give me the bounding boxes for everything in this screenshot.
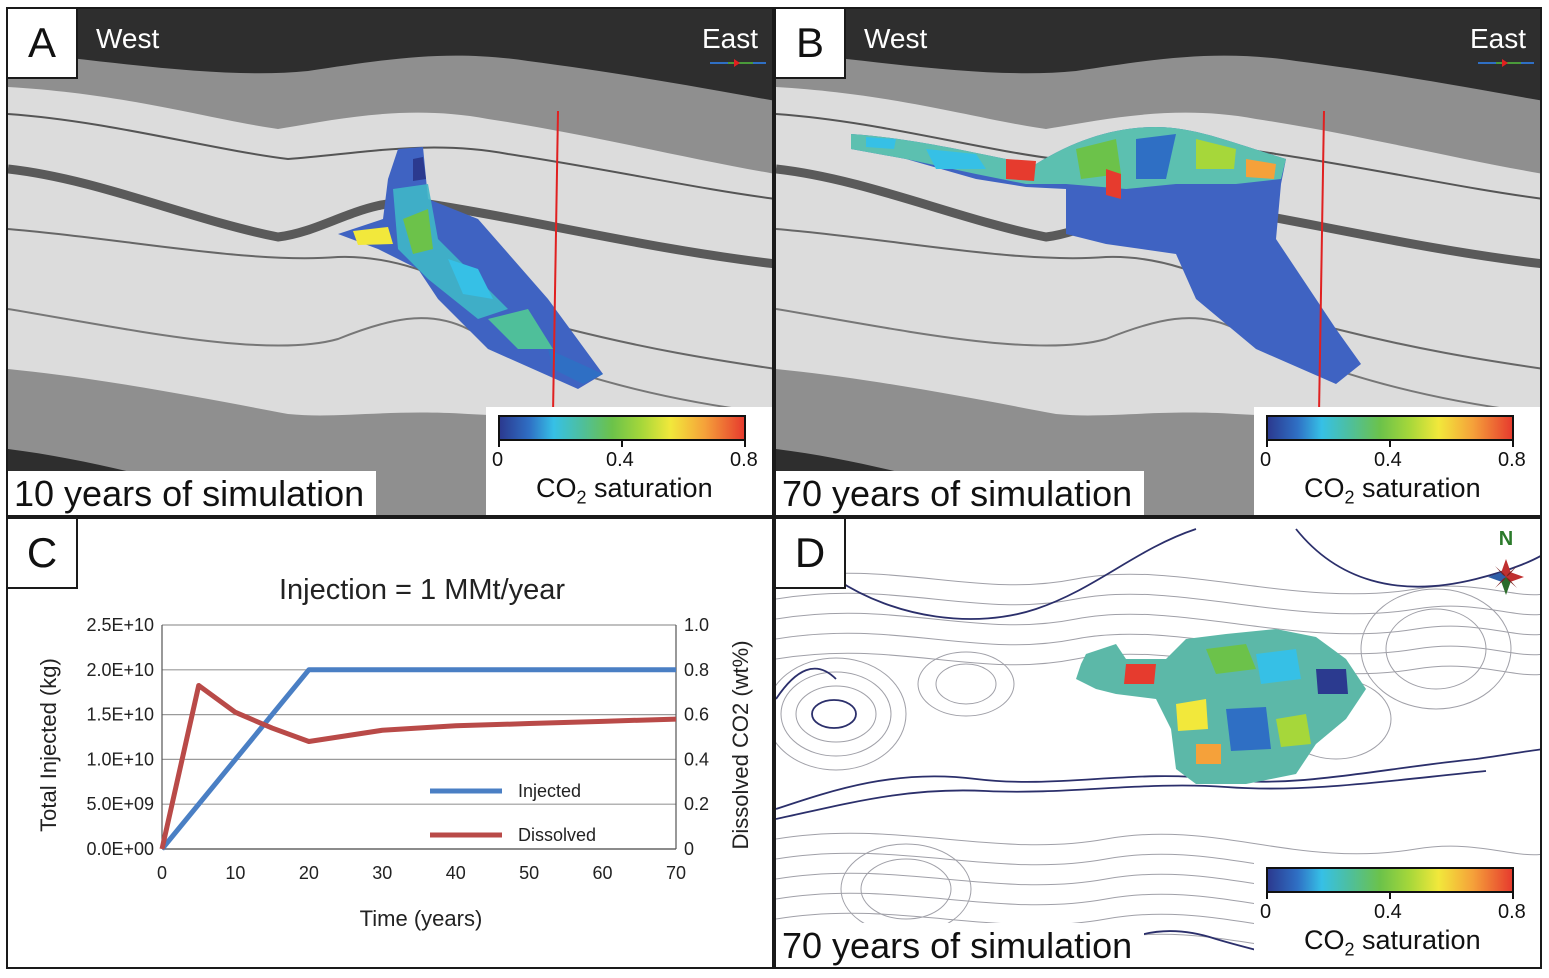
- colorbar-tick-label: 0.8: [730, 449, 758, 471]
- panel-a: A West East 10 years of simulation 0 0.4…: [6, 7, 774, 517]
- co2-plume-map: [1076, 629, 1366, 784]
- west-label: West: [864, 23, 928, 54]
- x-tick-label: 70: [666, 863, 686, 883]
- x-tick-label: 0: [157, 863, 167, 883]
- colorbar-tick: [1389, 893, 1391, 899]
- chart-title: Injection = 1 MMt/year: [279, 574, 565, 606]
- y2-tick-label: 0.8: [684, 660, 709, 680]
- colorbar-title: CO2 saturation: [536, 473, 713, 508]
- y2-axis-title: Dissolved CO2 (wt%): [728, 640, 753, 849]
- colorbar-tick: [744, 441, 746, 447]
- panel-d-label: D: [776, 519, 846, 589]
- line-chart: Injection = 1 MMt/year 0.0E+00 5.0E+09 1.0…: [36, 574, 753, 931]
- panel-b: B West East 70 years of simulation 0 0.4…: [774, 7, 1542, 517]
- colorbar-tick-label: 0.4: [1374, 449, 1402, 471]
- colorbar-tick-label: 0: [492, 449, 504, 471]
- injection-well-a: [552, 110, 559, 415]
- x-axis-title: Time (years): [360, 906, 483, 931]
- y2-tick-label: 0.4: [684, 749, 709, 769]
- panel-a-cross-section: [8, 9, 772, 515]
- chart-grid: [162, 624, 676, 850]
- colorbar-tick-label: 0.4: [606, 449, 634, 471]
- x-tick-label: 30: [372, 863, 392, 883]
- series-line-injected: [160, 667, 676, 851]
- orientation-arrows-icon: [1478, 59, 1534, 67]
- y-tick-label: 2.0E+10: [86, 660, 154, 680]
- injection-well-b: [1318, 110, 1325, 415]
- y2-tick-label: 0.2: [684, 794, 709, 814]
- colorbar-title: CO2 saturation: [1304, 473, 1481, 508]
- legend-label: Injected: [518, 781, 581, 801]
- co2-plume-a: [338, 147, 603, 389]
- colorbar-tick-label: 0: [1260, 901, 1272, 923]
- east-label: East: [1470, 23, 1527, 54]
- x-tick-label: 50: [519, 863, 539, 883]
- x-tick-label: 40: [446, 863, 466, 883]
- y-tick-label: 5.0E+09: [86, 794, 154, 814]
- orientation-arrows-icon: [710, 59, 766, 67]
- panel-a-caption: 10 years of simulation: [8, 471, 377, 515]
- legend-label: Dissolved: [518, 825, 596, 845]
- y2-tick-label: 1.0: [684, 615, 709, 635]
- x-tick-label: 10: [225, 863, 245, 883]
- north-label: N: [1499, 528, 1513, 550]
- panel-b-caption: 70 years of simulation: [776, 471, 1145, 515]
- colorbar-a: 0 0.4 0.8 CO2 saturation: [486, 407, 772, 515]
- series-line-dissolved: [159, 682, 677, 850]
- panel-c: Injection = 1 MMt/year 0.0E+00 5.0E+09 1.0…: [6, 517, 774, 969]
- colorbar-gradient: [1266, 867, 1514, 893]
- colorbar-tick-label: 0.8: [1498, 901, 1526, 923]
- y-axis-title: Total Injected (kg): [36, 658, 61, 832]
- colorbar-b: 0 0.4 0.8 CO2 saturation: [1254, 407, 1540, 515]
- colorbar-tick-label: 0.8: [1498, 449, 1526, 471]
- co2-plume-b: [851, 127, 1361, 384]
- colorbar-tick-label: 0: [1260, 449, 1272, 471]
- panel-c-label: C: [8, 519, 78, 589]
- colorbar-tick: [1389, 441, 1391, 447]
- colorbar-tick: [1266, 893, 1268, 899]
- compass-rose-icon: [1488, 559, 1524, 595]
- y-tick-label: 0.0E+00: [86, 839, 154, 859]
- y-tick-label: 1.0E+10: [86, 749, 154, 769]
- colorbar-title: CO2 saturation: [1304, 925, 1481, 960]
- chart-legend: Injected Dissolved: [430, 781, 596, 845]
- y-tick-label: 1.5E+10: [86, 705, 154, 725]
- y2-tick-label: 0.6: [684, 705, 709, 725]
- chart-axes: 0.0E+00 5.0E+09 1.0E+10 1.5E+10 2.0E+10 2.5E+…: [86, 615, 709, 883]
- colorbar-tick: [1266, 441, 1268, 447]
- west-label: West: [96, 23, 160, 54]
- y2-tick-label: 0: [684, 839, 694, 859]
- colorbar-tick: [1512, 441, 1514, 447]
- colorbar-tick: [498, 441, 500, 447]
- panel-a-label: A: [8, 9, 78, 79]
- east-label: East: [702, 23, 759, 54]
- y-tick-label: 2.5E+10: [86, 615, 154, 635]
- panel-b-label: B: [776, 9, 846, 79]
- colorbar-gradient: [1266, 415, 1514, 441]
- panel-d: N D 70 years of simulation 0 0.4 0.8 CO2…: [774, 517, 1542, 969]
- colorbar-d: 0 0.4 0.8 CO2 saturation: [1254, 859, 1540, 967]
- colorbar-tick-label: 0.4: [1374, 901, 1402, 923]
- colorbar-tick: [621, 441, 623, 447]
- chart-series: [159, 667, 677, 851]
- colorbar-tick: [1512, 893, 1514, 899]
- x-tick-label: 20: [299, 863, 319, 883]
- x-tick-label: 60: [593, 863, 613, 883]
- colorbar-gradient: [498, 415, 746, 441]
- panel-d-caption: 70 years of simulation: [776, 923, 1145, 967]
